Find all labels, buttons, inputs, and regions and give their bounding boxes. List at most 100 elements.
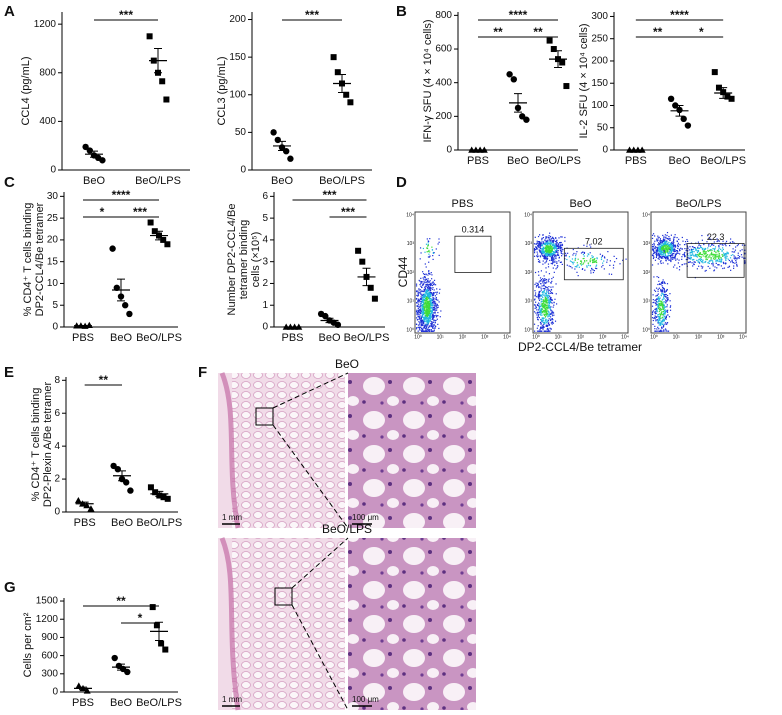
flow-event	[437, 243, 439, 245]
flow-event	[658, 324, 660, 326]
flow-event	[546, 255, 548, 257]
error-bar	[80, 501, 89, 506]
flow-event	[553, 314, 555, 316]
x-tick-label: BeO/LPS	[136, 517, 182, 529]
flow-event	[696, 259, 698, 261]
flow-event	[422, 312, 424, 314]
data-point	[322, 312, 329, 320]
flow-event	[681, 263, 683, 266]
flow-event	[662, 317, 664, 319]
flow-event	[557, 252, 559, 254]
flow-event	[677, 242, 679, 244]
flow-event	[556, 245, 558, 247]
flow-event	[429, 293, 432, 296]
flow-event	[425, 330, 427, 332]
flow-event	[662, 310, 665, 313]
flow-event	[736, 265, 738, 267]
flow-event	[433, 252, 435, 254]
flow-event	[422, 313, 424, 316]
flow-event	[547, 310, 549, 312]
flow-event	[656, 304, 658, 306]
flow-event	[666, 311, 668, 313]
flow-event	[710, 260, 712, 262]
flow-event	[658, 308, 661, 310]
flow-event	[426, 325, 428, 327]
panel-letter: C	[4, 174, 15, 191]
flow-event	[552, 259, 554, 262]
flow-event	[426, 307, 428, 309]
flow-event	[660, 300, 663, 303]
flow-event	[657, 304, 659, 306]
flow-event	[679, 250, 681, 252]
flow-event	[547, 301, 549, 303]
flow-event	[720, 265, 722, 267]
flow-event	[417, 307, 419, 310]
flow-event	[542, 249, 544, 251]
flow-event	[546, 256, 548, 258]
flow-event	[432, 302, 434, 304]
flow-event	[424, 317, 426, 319]
flow-event	[741, 244, 744, 246]
flow-event	[540, 304, 542, 306]
flow-event	[423, 305, 425, 307]
flow-event	[435, 314, 437, 316]
flow-event	[713, 254, 715, 256]
flow-event	[426, 304, 428, 306]
flow-event	[552, 237, 554, 239]
flow-event	[698, 265, 700, 267]
flow-event	[674, 250, 676, 252]
flow-event	[421, 324, 424, 326]
flow-event	[683, 263, 685, 265]
flow-event	[655, 304, 657, 306]
flow-event	[663, 294, 665, 296]
flow-event	[713, 249, 716, 251]
flow-event	[719, 243, 721, 245]
flow-event	[432, 314, 434, 316]
flow-event	[433, 309, 435, 311]
flow-event	[671, 258, 673, 260]
flow-event	[660, 294, 662, 296]
flow-event	[715, 258, 717, 260]
flow-event	[427, 300, 429, 302]
flow-event	[434, 311, 436, 313]
flow-event	[428, 318, 430, 321]
error-bar	[117, 663, 125, 671]
flow-event	[734, 256, 736, 258]
flow-event	[576, 271, 578, 273]
flow-event	[593, 269, 596, 272]
flow-event	[572, 254, 574, 256]
flow-event	[539, 277, 542, 279]
flow-event	[655, 320, 657, 322]
flow-event	[545, 312, 547, 314]
flow-event	[683, 244, 686, 246]
flow-event	[667, 245, 669, 247]
flow-event	[664, 310, 666, 312]
flow-event	[549, 298, 551, 300]
flow-event	[435, 248, 437, 250]
significance-label: ***	[119, 8, 133, 22]
flow-event	[424, 263, 426, 265]
flow-event	[656, 298, 658, 300]
flow-event	[580, 262, 582, 265]
flow-event	[560, 250, 562, 252]
flow-event	[666, 283, 669, 285]
flow-event	[682, 254, 684, 256]
flow-event	[657, 250, 659, 252]
flow-event	[542, 260, 544, 262]
flow-gate	[563, 247, 624, 281]
data-point	[124, 668, 131, 676]
y-axis-label: CCL3 (pg/mL)	[216, 56, 228, 125]
flow-event	[593, 258, 595, 261]
flow-event	[416, 311, 419, 313]
flow-event	[539, 296, 541, 298]
flow-event	[533, 304, 536, 306]
flow-event	[678, 266, 681, 268]
flow-event	[668, 252, 670, 255]
flow-event	[685, 243, 687, 245]
flow-event	[548, 278, 550, 280]
flow-event	[659, 330, 661, 332]
flow-event	[538, 243, 540, 246]
significance-label: ***	[341, 205, 355, 219]
flow-event	[417, 315, 419, 317]
flow-event	[538, 246, 540, 249]
